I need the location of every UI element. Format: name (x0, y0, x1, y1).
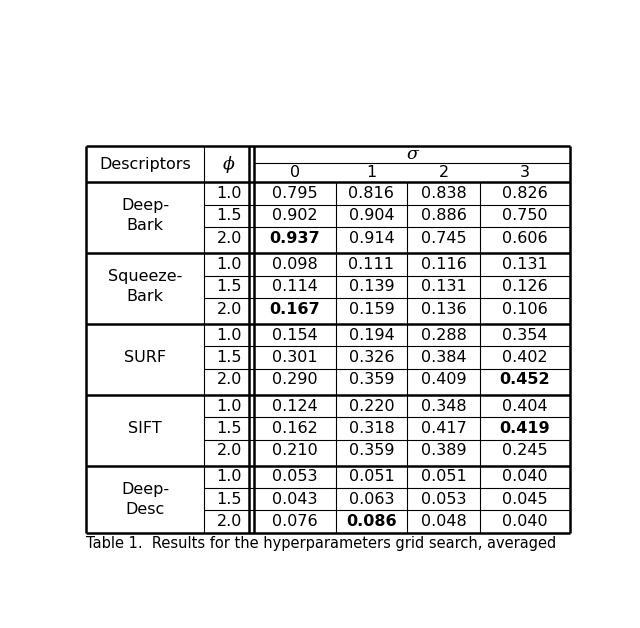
Text: 1: 1 (366, 165, 376, 180)
Text: 1.0: 1.0 (216, 257, 242, 272)
Text: 0.452: 0.452 (500, 372, 550, 387)
Text: 0.417: 0.417 (420, 421, 467, 436)
Text: 0: 0 (290, 165, 300, 180)
Text: 3: 3 (520, 165, 530, 180)
Text: 1.0: 1.0 (216, 328, 242, 343)
Text: 0.220: 0.220 (349, 399, 394, 414)
Text: 0.301: 0.301 (272, 350, 318, 365)
Text: SURF: SURF (124, 350, 166, 365)
Text: 1.5: 1.5 (216, 208, 242, 224)
Text: 0.816: 0.816 (348, 186, 394, 201)
Text: 0.886: 0.886 (420, 208, 467, 224)
Text: 2.0: 2.0 (216, 443, 242, 458)
Text: 0.904: 0.904 (349, 208, 394, 224)
Text: 0.051: 0.051 (420, 469, 467, 484)
Text: 2.0: 2.0 (216, 301, 242, 317)
Text: 0.051: 0.051 (349, 469, 394, 484)
Text: 0.124: 0.124 (272, 399, 318, 414)
Text: 0.210: 0.210 (272, 443, 318, 458)
Text: 0.086: 0.086 (346, 514, 397, 529)
Text: Descriptors: Descriptors (99, 157, 191, 172)
Text: 0.914: 0.914 (349, 230, 394, 246)
Text: Squeeze-
Bark: Squeeze- Bark (108, 269, 182, 304)
Text: 0.937: 0.937 (269, 230, 321, 246)
Text: 0.043: 0.043 (272, 492, 318, 507)
Text: Deep-
Desc: Deep- Desc (121, 482, 169, 517)
Text: 0.359: 0.359 (349, 372, 394, 387)
Text: 0.288: 0.288 (420, 328, 467, 343)
Text: 0.111: 0.111 (348, 257, 394, 272)
Text: 2.0: 2.0 (216, 514, 242, 529)
Text: 0.419: 0.419 (500, 421, 550, 436)
Text: 0.063: 0.063 (349, 492, 394, 507)
Text: 0.045: 0.045 (502, 492, 548, 507)
Text: 0.126: 0.126 (502, 279, 548, 295)
Text: 0.745: 0.745 (420, 230, 467, 246)
Text: 0.384: 0.384 (420, 350, 467, 365)
Text: 0.154: 0.154 (272, 328, 318, 343)
Text: 0.194: 0.194 (349, 328, 394, 343)
Text: 1.5: 1.5 (216, 350, 242, 365)
Text: 0.354: 0.354 (502, 328, 548, 343)
Text: 0.131: 0.131 (502, 257, 548, 272)
Text: 0.348: 0.348 (420, 399, 467, 414)
Text: 0.106: 0.106 (502, 301, 548, 317)
Text: 0.114: 0.114 (272, 279, 318, 295)
Text: 0.098: 0.098 (272, 257, 318, 272)
Text: 0.131: 0.131 (420, 279, 467, 295)
Text: 0.409: 0.409 (420, 372, 467, 387)
Text: 0.053: 0.053 (272, 469, 318, 484)
Text: 0.318: 0.318 (349, 421, 394, 436)
Text: 0.048: 0.048 (420, 514, 467, 529)
Text: ϕ: ϕ (223, 156, 235, 173)
Text: 0.290: 0.290 (272, 372, 318, 387)
Text: 2: 2 (438, 165, 449, 180)
Text: 2.0: 2.0 (216, 230, 242, 246)
Text: 0.116: 0.116 (420, 257, 467, 272)
Text: 0.902: 0.902 (272, 208, 318, 224)
Text: 0.389: 0.389 (420, 443, 467, 458)
Text: 0.053: 0.053 (420, 492, 466, 507)
Text: 2.0: 2.0 (216, 372, 242, 387)
Text: SIFT: SIFT (128, 421, 162, 436)
Text: 0.136: 0.136 (420, 301, 467, 317)
Text: Deep-
Bark: Deep- Bark (121, 198, 169, 233)
Text: 1.5: 1.5 (216, 279, 242, 295)
Text: 0.359: 0.359 (349, 443, 394, 458)
Text: 1.0: 1.0 (216, 399, 242, 414)
Text: 0.402: 0.402 (502, 350, 548, 365)
Text: σ: σ (406, 146, 418, 163)
Text: 0.838: 0.838 (420, 186, 467, 201)
Text: 1.5: 1.5 (216, 492, 242, 507)
Text: 0.245: 0.245 (502, 443, 548, 458)
Text: 1.0: 1.0 (216, 469, 242, 484)
Text: 0.826: 0.826 (502, 186, 548, 201)
Text: 0.167: 0.167 (269, 301, 321, 317)
Text: 0.606: 0.606 (502, 230, 548, 246)
Text: 0.076: 0.076 (272, 514, 318, 529)
Text: 0.795: 0.795 (272, 186, 318, 201)
Text: 0.750: 0.750 (502, 208, 548, 224)
Text: 1.0: 1.0 (216, 186, 242, 201)
Text: 0.404: 0.404 (502, 399, 548, 414)
Text: 0.159: 0.159 (349, 301, 394, 317)
Text: 0.040: 0.040 (502, 469, 548, 484)
Text: 0.040: 0.040 (502, 514, 548, 529)
Text: 0.162: 0.162 (272, 421, 318, 436)
Text: 0.139: 0.139 (349, 279, 394, 295)
Text: 1.5: 1.5 (216, 421, 242, 436)
Text: Table 1.  Results for the hyperparameters grid search, averaged: Table 1. Results for the hyperparameters… (86, 536, 556, 551)
Text: 0.326: 0.326 (349, 350, 394, 365)
